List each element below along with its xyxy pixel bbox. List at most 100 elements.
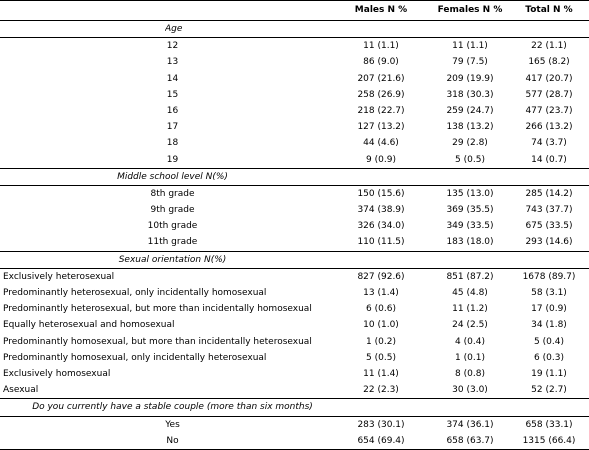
row-label: 16 (166, 105, 179, 116)
total-header: Total N % (525, 5, 573, 15)
females-value: 369 (35.5) (446, 205, 494, 216)
age-section-header: Age (0, 21, 589, 39)
table-row: Predominantly heterosexual, only inciden… (0, 285, 589, 301)
males-value: 218 (22.7) (357, 105, 405, 116)
total-value: 1678 (89.7) (522, 271, 576, 282)
males-value: 827 (92.6) (357, 271, 405, 282)
females-value: 851 (87.2) (446, 271, 494, 282)
row-label: 8th grade (150, 188, 195, 199)
row-label: 10th grade (147, 221, 198, 232)
males-value: 374 (38.9) (357, 205, 405, 216)
table-row: Exclusively heterosexual 827 (92.6) 851 (8… (0, 269, 589, 285)
row-label: No (166, 435, 179, 446)
females-value: 24 (2.5) (452, 320, 488, 331)
table-row: No 654 (69.4) 658 (63.7) 1315 (66.4) (0, 433, 589, 450)
total-value: 675 (33.5) (525, 221, 573, 232)
females-value: 183 (18.0) (446, 237, 494, 248)
row-label: 11th grade (147, 237, 198, 248)
females-value: 30 (3.0) (452, 385, 488, 396)
row-label: 9th grade (150, 205, 195, 216)
total-value: 17 (0.9) (531, 304, 567, 315)
table-row: 15 258 (26.9) 318 (30.3) 577 (28.7) (0, 87, 589, 103)
row-label: 18 (166, 138, 179, 149)
total-value: 577 (28.7) (525, 89, 573, 100)
males-value: 127 (13.2) (357, 122, 405, 133)
table-row: Predominantly heterosexual, but more tha… (0, 301, 589, 317)
total-value: 5 (0.4) (534, 336, 564, 347)
age-section-body: 12 11 (1.1) 11 (1.1) 22 (1.1) 13 86 (9.0) 79 (… (0, 38, 589, 168)
females-value: 349 (33.5) (446, 221, 494, 232)
females-value: 135 (13.0) (446, 188, 494, 199)
total-value: 19 (1.1) (531, 368, 567, 379)
females-value: 8 (0.8) (455, 368, 485, 379)
total-value: 165 (8.2) (528, 57, 570, 68)
males-value: 86 (9.0) (363, 57, 399, 68)
total-value: 74 (3.7) (531, 138, 567, 149)
females-value: 138 (13.2) (446, 122, 494, 133)
orientation-section-header: Sexual orientation N(%) (0, 250, 589, 269)
table-row: Predominantly homosexual, only incidenta… (0, 350, 589, 366)
orientation-section-body: Exclusively heterosexual 827 (92.6) 851 (8… (0, 269, 589, 399)
total-value: 266 (13.2) (525, 122, 573, 133)
orientation-section-label: Sexual orientation N(%) (118, 254, 227, 265)
row-label: Equally heterosexual and homosexual (3, 320, 175, 331)
males-value: 654 (69.4) (357, 435, 405, 446)
females-value: 1 (0.1) (455, 352, 485, 363)
females-value: 209 (19.9) (446, 73, 494, 84)
total-value: 743 (37.7) (525, 205, 573, 216)
row-label: Exclusively heterosexual (3, 271, 115, 282)
table-row: 13 86 (9.0) 79 (7.5) 165 (8.2) (0, 54, 589, 70)
row-label: Predominantly heterosexual, only inciden… (3, 288, 267, 298)
females-value: 374 (36.1) (446, 419, 494, 430)
females-value: 259 (24.7) (446, 105, 494, 116)
males-header: Males N % (354, 5, 408, 15)
age-section-label: Age (165, 24, 183, 34)
total-value: 6 (0.3) (534, 352, 564, 363)
males-value: 11 (1.4) (363, 368, 399, 379)
row-label: 17 (166, 122, 179, 133)
females-value: 5 (0.5) (455, 154, 485, 165)
table-row: 10th grade 326 (34.0) 349 (33.5) 675 (33.5) (0, 218, 589, 234)
row-label: Yes (165, 419, 180, 430)
males-value: 10 (1.0) (363, 320, 399, 331)
females-value: 11 (1.1) (452, 41, 488, 52)
total-value: 417 (20.7) (525, 73, 573, 84)
males-value: 5 (0.5) (366, 352, 396, 363)
table-row: 12 11 (1.1) 11 (1.1) 22 (1.1) (0, 38, 589, 54)
table-row: 18 44 (4.6) 29 (2.8) 74 (3.7) (0, 135, 589, 151)
table-row: 19 9 (0.9) 5 (0.5) 14 (0.7) (0, 152, 589, 168)
table-row: Equally heterosexual and homosexual 10 (1… (0, 317, 589, 333)
total-value: 293 (14.6) (525, 237, 573, 248)
table-row: 14 207 (21.6) 209 (19.9) 417 (20.7) (0, 71, 589, 87)
females-value: 45 (4.8) (452, 288, 488, 298)
males-value: 9 (0.9) (366, 154, 396, 165)
couple-section-label: Do you currently have a stable couple (m… (32, 402, 313, 413)
table-row: 9th grade 374 (38.9) 369 (35.5) 743 (37.7) (0, 202, 589, 218)
table-row: 16 218 (22.7) 259 (24.7) 477 (23.7) (0, 103, 589, 119)
males-value: 13 (1.4) (363, 288, 399, 298)
row-label: 12 (166, 41, 179, 52)
table-row: 17 127 (13.2) 138 (13.2) 266 (13.2) (0, 119, 589, 135)
table-header-row: Males N % Females N % Total N % (0, 0, 589, 21)
females-value: 29 (2.8) (452, 138, 488, 149)
row-label: 15 (166, 89, 179, 100)
row-label: 13 (166, 57, 179, 68)
females-value: 318 (30.3) (446, 89, 494, 100)
males-value: 22 (2.3) (363, 385, 399, 396)
total-value: 58 (3.1) (531, 288, 567, 298)
females-value: 11 (1.2) (452, 304, 488, 315)
row-label: Exclusively homosexual (3, 368, 111, 379)
table-row: Asexual 22 (2.3) 30 (3.0) 52 (2.7) (0, 382, 589, 398)
school-section-label: Middle school level N(%) (117, 171, 228, 182)
row-label: 14 (166, 73, 179, 84)
males-value: 11 (1.1) (363, 41, 399, 52)
school-section-header: Middle school level N(%) (0, 167, 589, 186)
table-row: 11th grade 110 (11.5) 183 (18.0) 293 (14.6) (0, 234, 589, 250)
males-value: 110 (11.5) (357, 237, 405, 248)
males-value: 326 (34.0) (357, 221, 405, 232)
males-value: 150 (15.6) (357, 188, 405, 199)
total-value: 52 (2.7) (531, 385, 567, 396)
total-value: 477 (23.7) (525, 105, 573, 116)
school-section-body: 8th grade 150 (15.6) 135 (13.0) 285 (14.2) 9… (0, 186, 589, 251)
